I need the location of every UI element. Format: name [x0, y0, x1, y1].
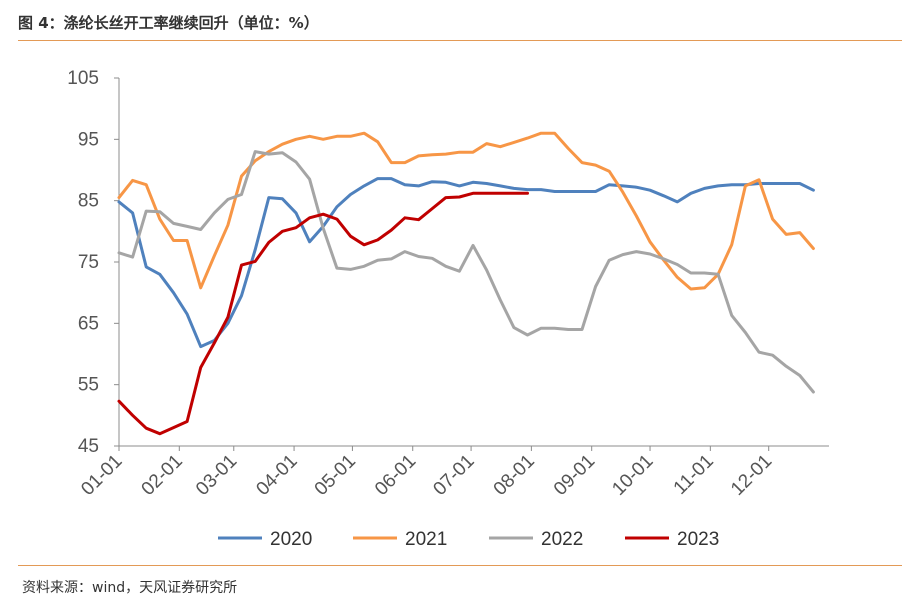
x-tick-label: 12-01 [727, 451, 776, 500]
series-lines [117, 131, 815, 436]
x-tick-label: 03-01 [192, 451, 241, 500]
y-tick-label: 45 [78, 436, 99, 457]
bottom-divider [18, 565, 902, 566]
series-line-2021 [117, 131, 815, 291]
legend-label-2020: 2020 [270, 529, 312, 550]
y-tick-label: 105 [67, 68, 99, 89]
x-axis-ticks: 01-01 02-01 03-01 04-01 05-01 06-01 07-01 08-01… [77, 446, 776, 500]
y-tick-label: 65 [78, 313, 99, 334]
x-tick-label: 11-01 [670, 451, 718, 499]
legend-label-2023: 2023 [677, 529, 719, 550]
legend: 2020 2021 2022 2023 [218, 529, 719, 550]
x-tick-label: 10-01 [608, 451, 657, 500]
y-tick-label: 85 [78, 191, 99, 212]
x-tick-label: 02-01 [138, 451, 187, 500]
series-line-2020 [117, 177, 815, 349]
x-tick-label: 04-01 [252, 451, 301, 500]
x-tick-label: 01-01 [77, 451, 126, 500]
x-tick-label: 07-01 [429, 451, 478, 500]
legend-label-2022: 2022 [541, 529, 583, 550]
source-note: 资料来源：wind，天风证券研究所 [22, 580, 238, 596]
x-tick-label: 09-01 [550, 451, 599, 500]
x-tick-label: 05-01 [311, 451, 360, 500]
legend-label-2021: 2021 [405, 529, 447, 550]
x-tick-label: 06-01 [371, 451, 420, 500]
line-chart: 45 55 65 75 85 95 105 01-01 02-01 03-01 04-01 05-0… [67, 68, 829, 550]
y-axis-ticks: 45 55 65 75 85 95 105 [67, 68, 119, 457]
series-line-2023 [117, 191, 529, 436]
y-tick-label: 75 [78, 252, 99, 273]
x-tick-label: 08-01 [490, 451, 539, 500]
y-tick-label: 55 [78, 375, 99, 396]
y-tick-label: 95 [78, 129, 99, 150]
top-divider [18, 40, 902, 41]
series-line-2022 [117, 150, 815, 394]
chart-title: 图 4：涤纶长丝开工率继续回升（单位：%） [18, 14, 319, 32]
